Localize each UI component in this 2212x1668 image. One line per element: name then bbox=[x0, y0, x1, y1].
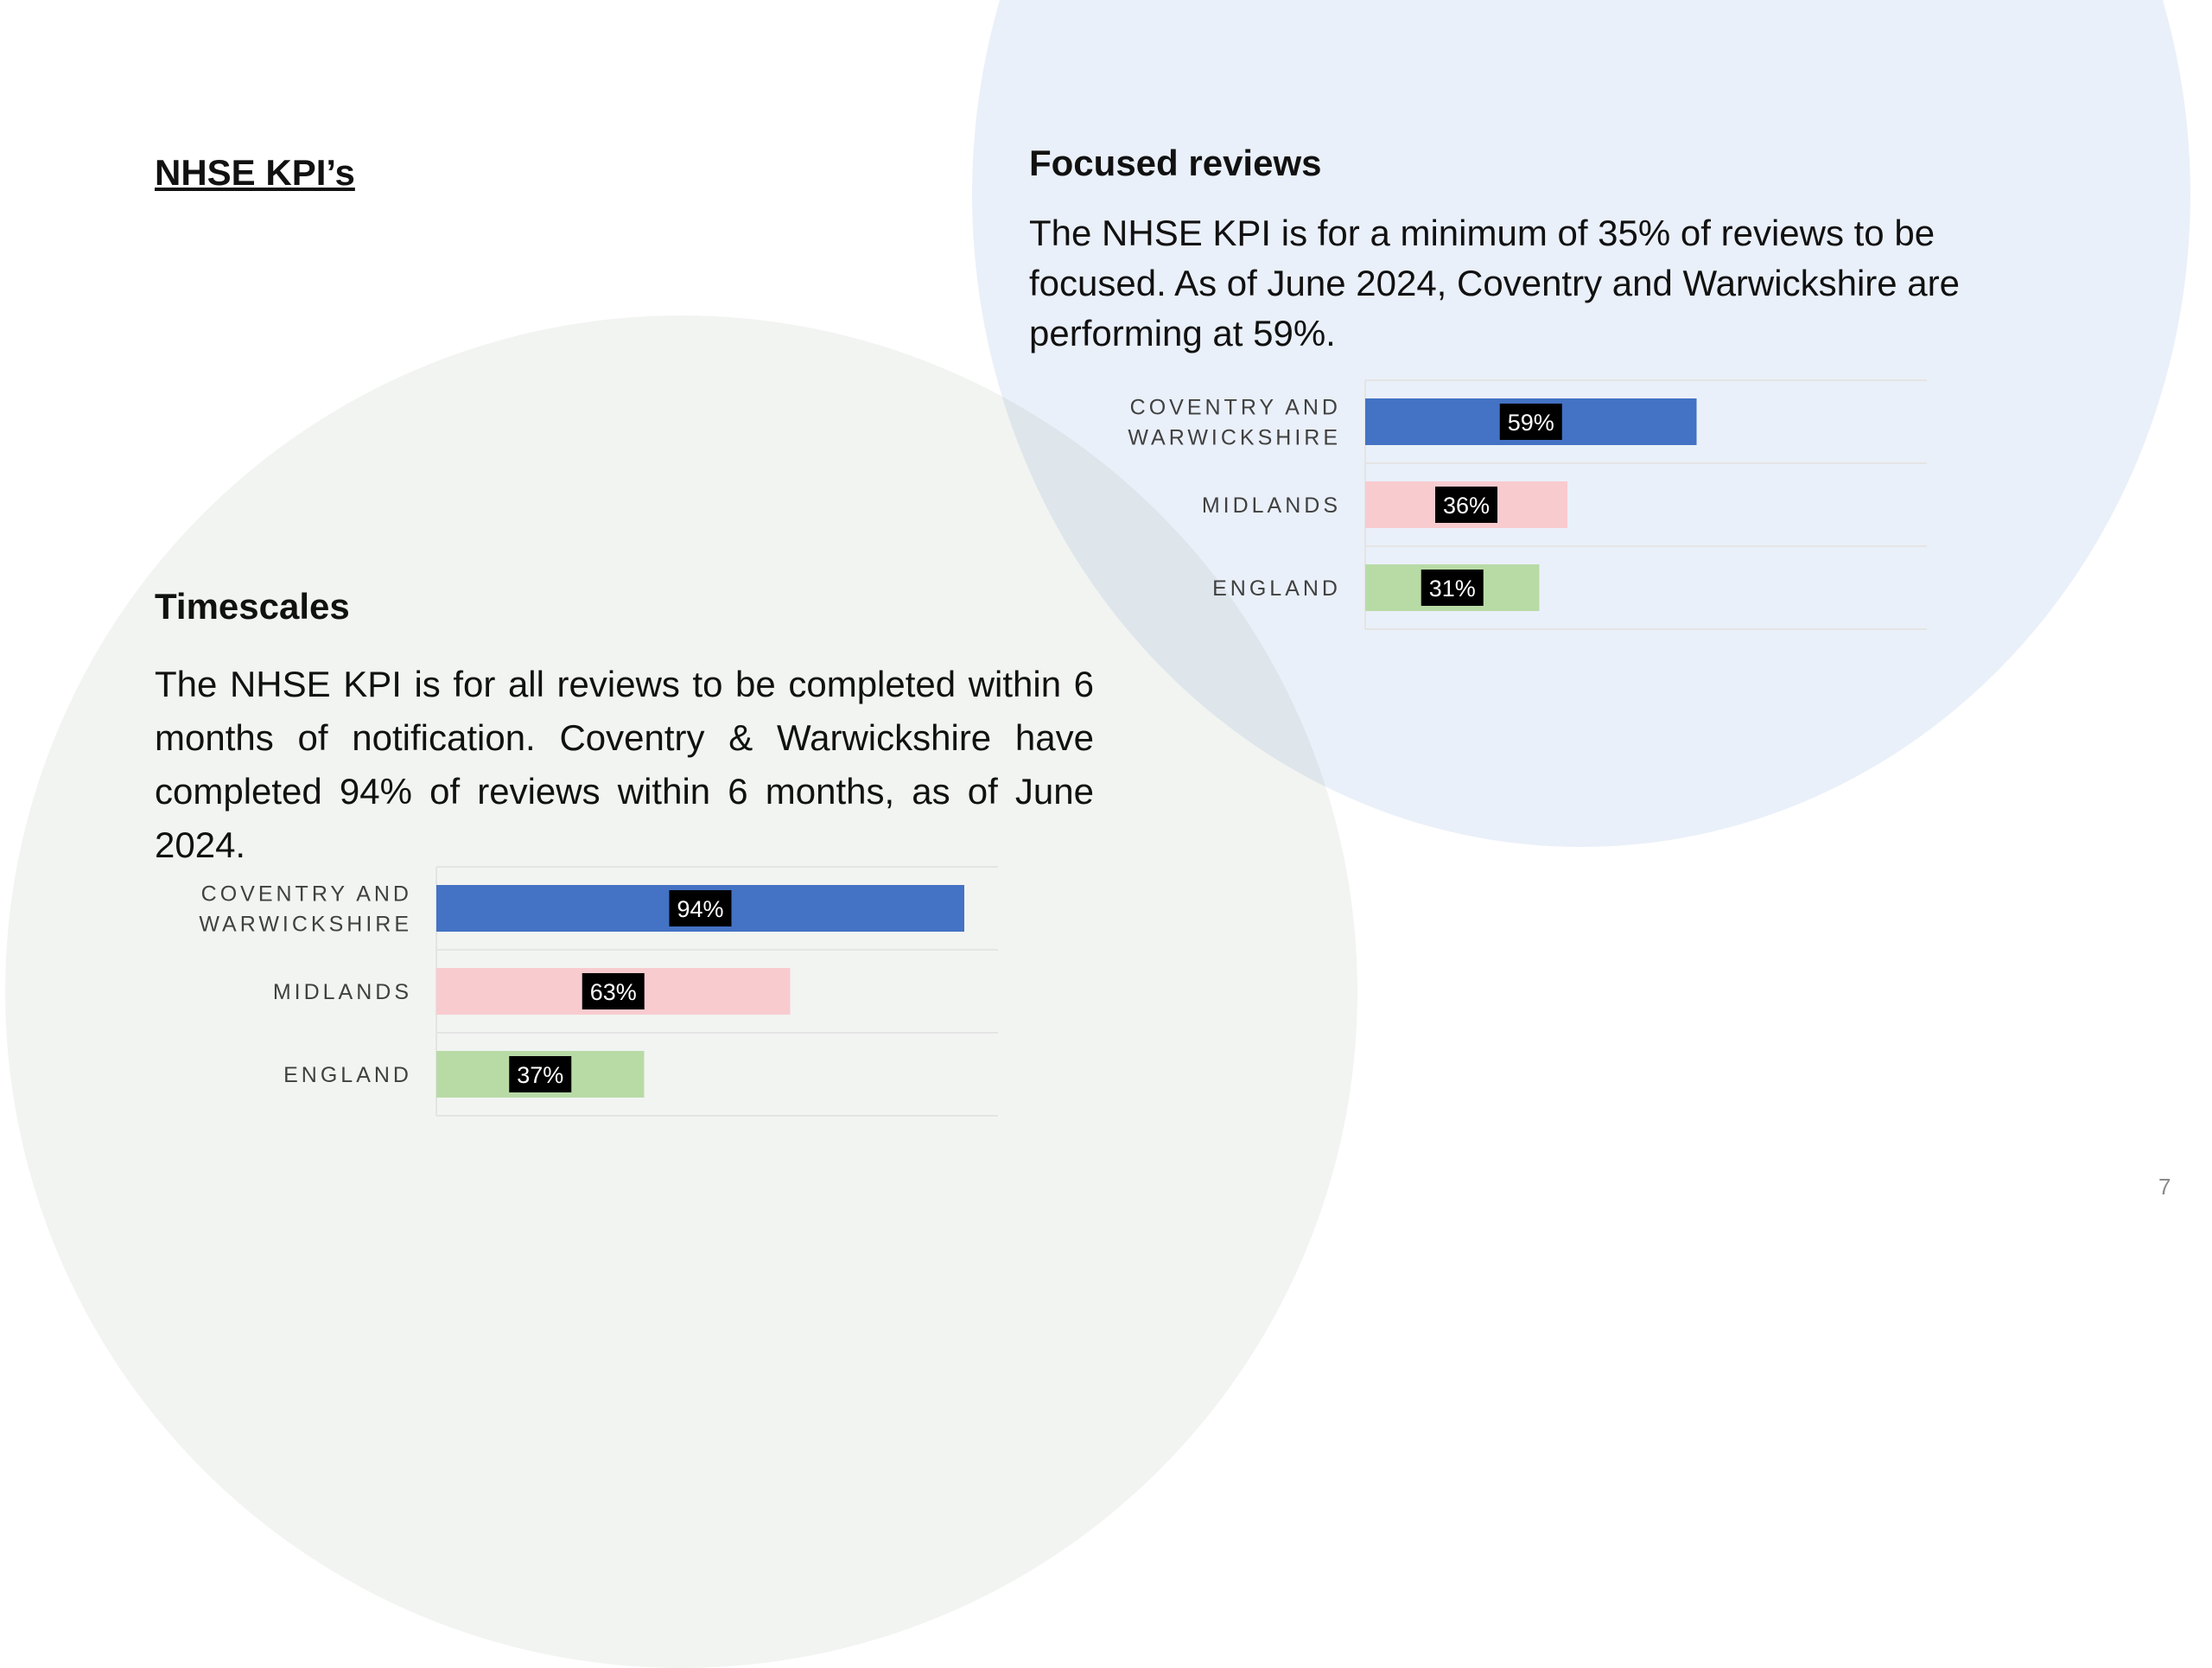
timescales-chart: COVENTRY AND WARWICKSHIRE 94% MIDLANDS 63% EN… bbox=[199, 866, 998, 1117]
data-label-box bbox=[669, 890, 732, 926]
category-label: COVENTRY AND WARWICKSHIRE bbox=[199, 882, 412, 937]
category-label: MIDLANDS bbox=[1202, 493, 1341, 518]
data-label: 31% bbox=[1429, 576, 1476, 602]
data-label: 94% bbox=[677, 896, 723, 922]
data-label: 36% bbox=[1443, 493, 1490, 519]
data-label: 59% bbox=[1508, 410, 1554, 436]
timescales-text: The NHSE KPI is for all reviews to be co… bbox=[155, 664, 1094, 865]
focused-reviews-chart: COVENTRY AND WARWICKSHIRE 59% MIDLANDS 36% EN… bbox=[1128, 379, 1927, 630]
data-label-box bbox=[1421, 570, 1484, 606]
data-label: 37% bbox=[517, 1062, 563, 1088]
timescales-heading: Timescales bbox=[155, 586, 350, 627]
focused-reviews-heading: Focused reviews bbox=[1029, 143, 1322, 183]
page-title: NHSE KPI’s bbox=[155, 152, 355, 193]
category-label: ENGLAND bbox=[283, 1063, 412, 1087]
category-label: MIDLANDS bbox=[273, 980, 412, 1004]
data-label-box bbox=[582, 973, 645, 1009]
data-label-box bbox=[509, 1056, 572, 1092]
data-label-box bbox=[1435, 487, 1497, 523]
data-label: 63% bbox=[590, 979, 637, 1005]
category-label: ENGLAND bbox=[1212, 576, 1341, 601]
data-label-box bbox=[1499, 404, 1562, 440]
page-number: 7 bbox=[2158, 1174, 2171, 1200]
focused-reviews-text: The NHSE KPI is for a minimum of 35% of … bbox=[1029, 213, 1960, 353]
category-label: COVENTRY AND WARWICKSHIRE bbox=[1128, 396, 1341, 450]
